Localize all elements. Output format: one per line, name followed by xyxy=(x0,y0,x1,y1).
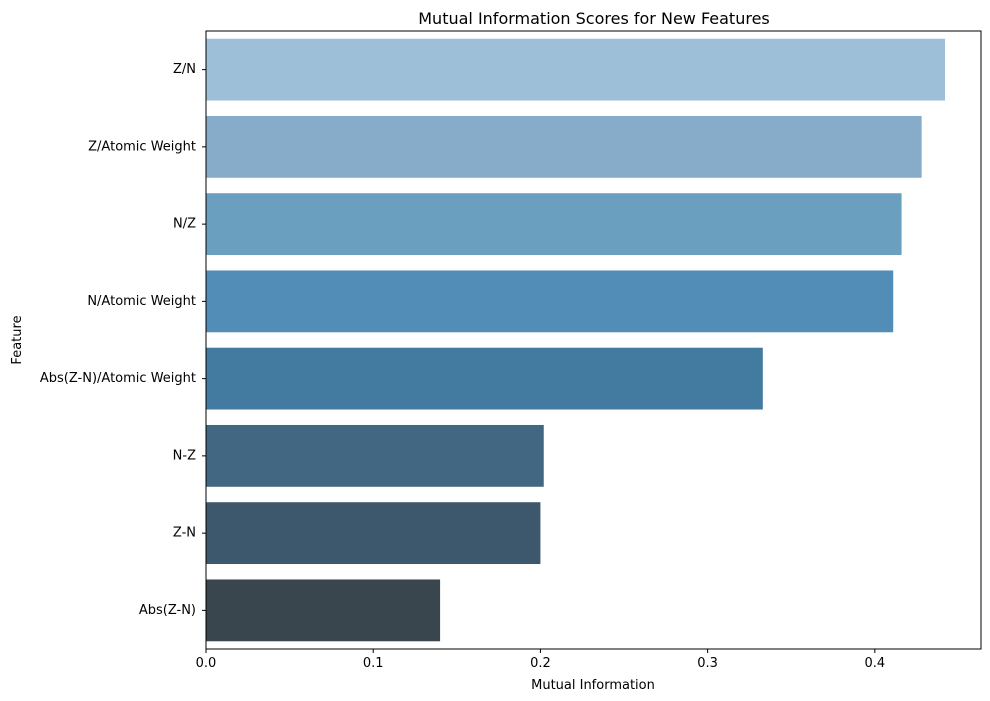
plot-frame xyxy=(205,30,982,650)
bar xyxy=(206,347,763,410)
x-tick-label: 0.3 xyxy=(697,656,718,671)
x-tick-label: 0.4 xyxy=(864,656,885,671)
x-axis-label: Mutual Information xyxy=(531,678,655,693)
y-tick-label: Abs(Z-N) xyxy=(139,603,196,618)
bar xyxy=(206,270,894,333)
x-tick-label: 0.0 xyxy=(196,656,217,671)
x-tick-label: 0.2 xyxy=(530,656,551,671)
y-tick-label: N/Z xyxy=(173,217,196,232)
x-axis-ticks: 0.0 0.1 0.2 0.3 0.4 xyxy=(196,649,885,671)
bar xyxy=(206,38,946,101)
y-tick-label: N-Z xyxy=(173,448,196,463)
x-tick-label: 0.1 xyxy=(363,656,384,671)
chart-title: Mutual Information Scores for New Featur… xyxy=(418,9,770,28)
y-tick-label: Z-N xyxy=(173,526,196,541)
y-axis-label: Feature xyxy=(10,315,25,364)
y-tick-label: N/Atomic Weight xyxy=(87,294,196,309)
y-tick-label: Z/Atomic Weight xyxy=(88,139,196,154)
y-tick-label: Z/N xyxy=(173,62,196,77)
bar xyxy=(206,502,541,565)
bar xyxy=(206,579,441,642)
y-tick-label: Abs(Z-N)/Atomic Weight xyxy=(40,371,196,386)
bar xyxy=(206,115,922,178)
bar xyxy=(206,193,902,256)
bar xyxy=(206,424,544,487)
bars-group xyxy=(206,38,946,642)
y-axis-ticks: Z/N Z/Atomic Weight N/Z N/Atomic Weight Abs(… xyxy=(40,62,206,618)
